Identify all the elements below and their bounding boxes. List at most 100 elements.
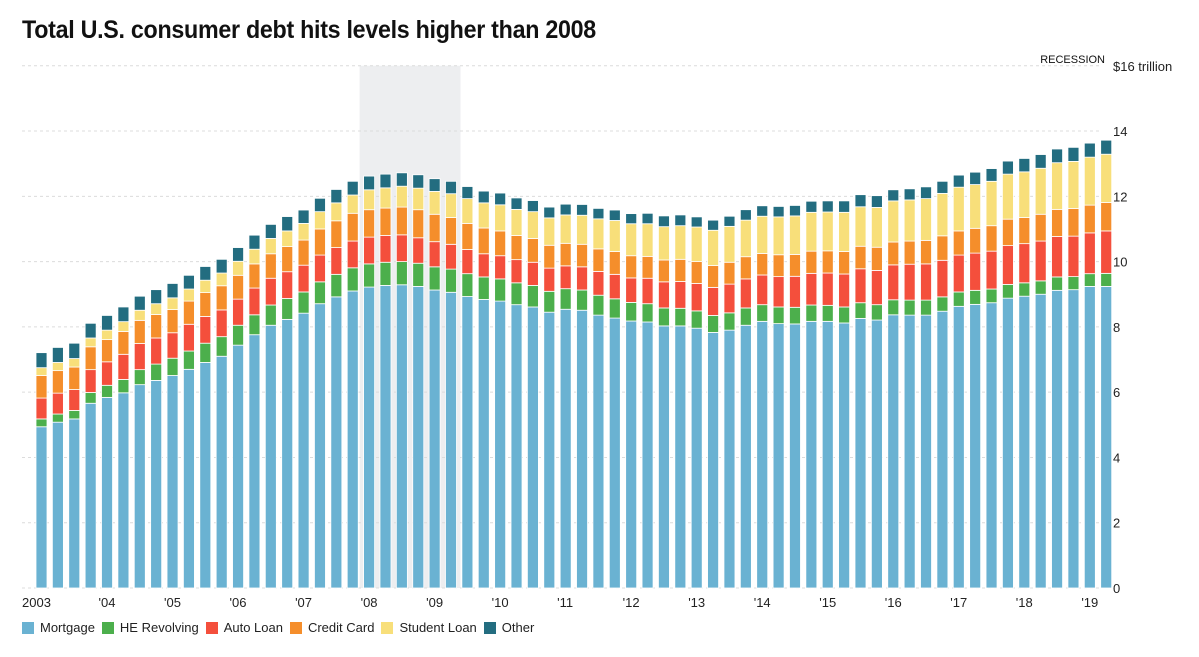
bar-segment-student-loan bbox=[625, 223, 638, 257]
bar-segment-credit-card bbox=[952, 230, 965, 256]
bar-segment-he-revolving bbox=[117, 379, 130, 394]
bar-segment-credit-card bbox=[1100, 202, 1113, 232]
bar-segment-mortgage bbox=[281, 318, 294, 589]
bar-segment-mortgage bbox=[739, 324, 752, 589]
bar-segment-he-revolving bbox=[641, 303, 654, 323]
bar-segment-student-loan bbox=[690, 226, 703, 263]
bar-segment-student-loan bbox=[805, 211, 818, 252]
bar-segment-he-revolving bbox=[330, 273, 343, 298]
bar-segment-student-loan bbox=[330, 202, 343, 222]
bar-segment-other bbox=[510, 197, 523, 210]
bar-segment-other bbox=[117, 306, 130, 323]
bar-segment-mortgage bbox=[658, 325, 670, 589]
bar-segment-he-revolving bbox=[232, 324, 244, 346]
bar-segment-credit-card bbox=[576, 243, 588, 268]
bar-segment-student-loan bbox=[199, 279, 212, 294]
legend-item-other: Other bbox=[483, 620, 534, 635]
bar-segment-other bbox=[297, 209, 310, 224]
bar-segment-student-loan bbox=[1083, 156, 1096, 206]
bar-segment-auto-loan bbox=[658, 281, 670, 309]
x-tick-label: 2003 bbox=[22, 595, 51, 610]
legend-item-he-revolving: HE Revolving bbox=[101, 620, 199, 635]
bar-stack-2014Q3 bbox=[789, 205, 801, 589]
bar-stack-2017Q1 bbox=[952, 174, 965, 589]
bar-segment-credit-card bbox=[772, 254, 785, 278]
bar-stack-2009Q2 bbox=[445, 180, 457, 589]
bar-segment-student-loan bbox=[494, 204, 507, 232]
x-tick-label: '05 bbox=[164, 595, 181, 610]
bar-stack-2010Q1 bbox=[494, 192, 507, 589]
bar-segment-credit-card bbox=[363, 209, 376, 238]
bar-segment-mortgage bbox=[314, 303, 326, 589]
bar-segment-he-revolving bbox=[51, 413, 64, 423]
bar-segment-he-revolving bbox=[363, 263, 376, 288]
bar-segment-credit-card bbox=[789, 254, 801, 277]
bar-segment-mortgage bbox=[428, 289, 441, 589]
bar-segment-student-loan bbox=[84, 337, 97, 348]
bar-stack-2018Q4 bbox=[1067, 146, 1080, 589]
x-tick-label: '12 bbox=[623, 595, 640, 610]
bars bbox=[35, 139, 1113, 589]
bar-segment-student-loan bbox=[477, 202, 490, 229]
bar-segment-other bbox=[821, 200, 834, 213]
x-tick-label: '06 bbox=[230, 595, 247, 610]
bar-segment-credit-card bbox=[674, 258, 687, 282]
bar-segment-other bbox=[1002, 160, 1014, 175]
x-tick-label: '13 bbox=[688, 595, 705, 610]
bar-segment-auto-loan bbox=[117, 353, 130, 380]
y-tick-label: 6 bbox=[1113, 385, 1120, 400]
x-tick-label: '19 bbox=[1081, 595, 1098, 610]
x-tick-label: '04 bbox=[99, 595, 116, 610]
bar-segment-other bbox=[330, 189, 343, 204]
bar-stack-2018Q3 bbox=[1051, 148, 1063, 589]
bar-segment-he-revolving bbox=[101, 384, 113, 398]
bar-segment-he-revolving bbox=[297, 291, 310, 314]
bar-stack-2008Q3 bbox=[395, 172, 408, 589]
bar-segment-other bbox=[527, 200, 539, 213]
bar-segment-student-loan bbox=[527, 211, 539, 239]
bar-segment-student-loan bbox=[1100, 153, 1113, 203]
bar-segment-mortgage bbox=[870, 319, 883, 589]
bar-segment-student-loan bbox=[887, 200, 900, 243]
bar-segment-credit-card bbox=[1083, 204, 1096, 234]
bar-segment-student-loan bbox=[608, 220, 621, 252]
bar-segment-auto-loan bbox=[1034, 240, 1047, 282]
bar-stack-2010Q4 bbox=[543, 206, 556, 589]
bar-segment-auto-loan bbox=[821, 272, 834, 306]
bar-segment-auto-loan bbox=[756, 274, 769, 306]
bar-stack-2017Q4 bbox=[1002, 160, 1014, 589]
bar-stack-2003Q3 bbox=[68, 342, 81, 589]
bar-stack-2016Q4 bbox=[936, 180, 949, 589]
bar-segment-he-revolving bbox=[84, 392, 97, 404]
bar-segment-he-revolving bbox=[936, 296, 949, 312]
bar-stack-2005Q3 bbox=[199, 266, 212, 589]
bar-segment-student-loan bbox=[215, 272, 228, 287]
bar-stack-2016Q1 bbox=[887, 189, 900, 589]
y-tick-label: 10 bbox=[1113, 255, 1127, 270]
bar-segment-other bbox=[412, 174, 425, 189]
bar-segment-mortgage bbox=[35, 426, 48, 589]
bar-segment-other bbox=[215, 258, 228, 274]
bar-segment-auto-loan bbox=[854, 268, 867, 304]
bar-segment-mortgage bbox=[395, 284, 408, 589]
bar-segment-he-revolving bbox=[1018, 282, 1031, 297]
x-tick-label: '07 bbox=[295, 595, 312, 610]
bar-segment-other bbox=[985, 168, 998, 182]
bar-segment-mortgage bbox=[68, 418, 81, 589]
bar-segment-mortgage bbox=[969, 303, 982, 589]
bar-segment-student-loan bbox=[363, 189, 376, 211]
bar-segment-auto-loan bbox=[608, 273, 621, 300]
bar-segment-other bbox=[199, 266, 212, 281]
bar-segment-student-loan bbox=[68, 358, 81, 368]
bar-segment-he-revolving bbox=[215, 336, 228, 357]
bar-segment-he-revolving bbox=[379, 261, 392, 286]
bar-segment-other bbox=[395, 172, 408, 187]
bar-segment-other bbox=[445, 180, 457, 195]
bar-segment-auto-loan bbox=[543, 267, 556, 292]
bar-segment-mortgage bbox=[887, 314, 900, 589]
bar-segment-auto-loan bbox=[920, 263, 932, 301]
bar-segment-other bbox=[592, 207, 605, 220]
bar-segment-mortgage bbox=[1051, 289, 1063, 589]
bar-segment-credit-card bbox=[264, 253, 277, 279]
bar-segment-student-loan bbox=[707, 229, 719, 266]
